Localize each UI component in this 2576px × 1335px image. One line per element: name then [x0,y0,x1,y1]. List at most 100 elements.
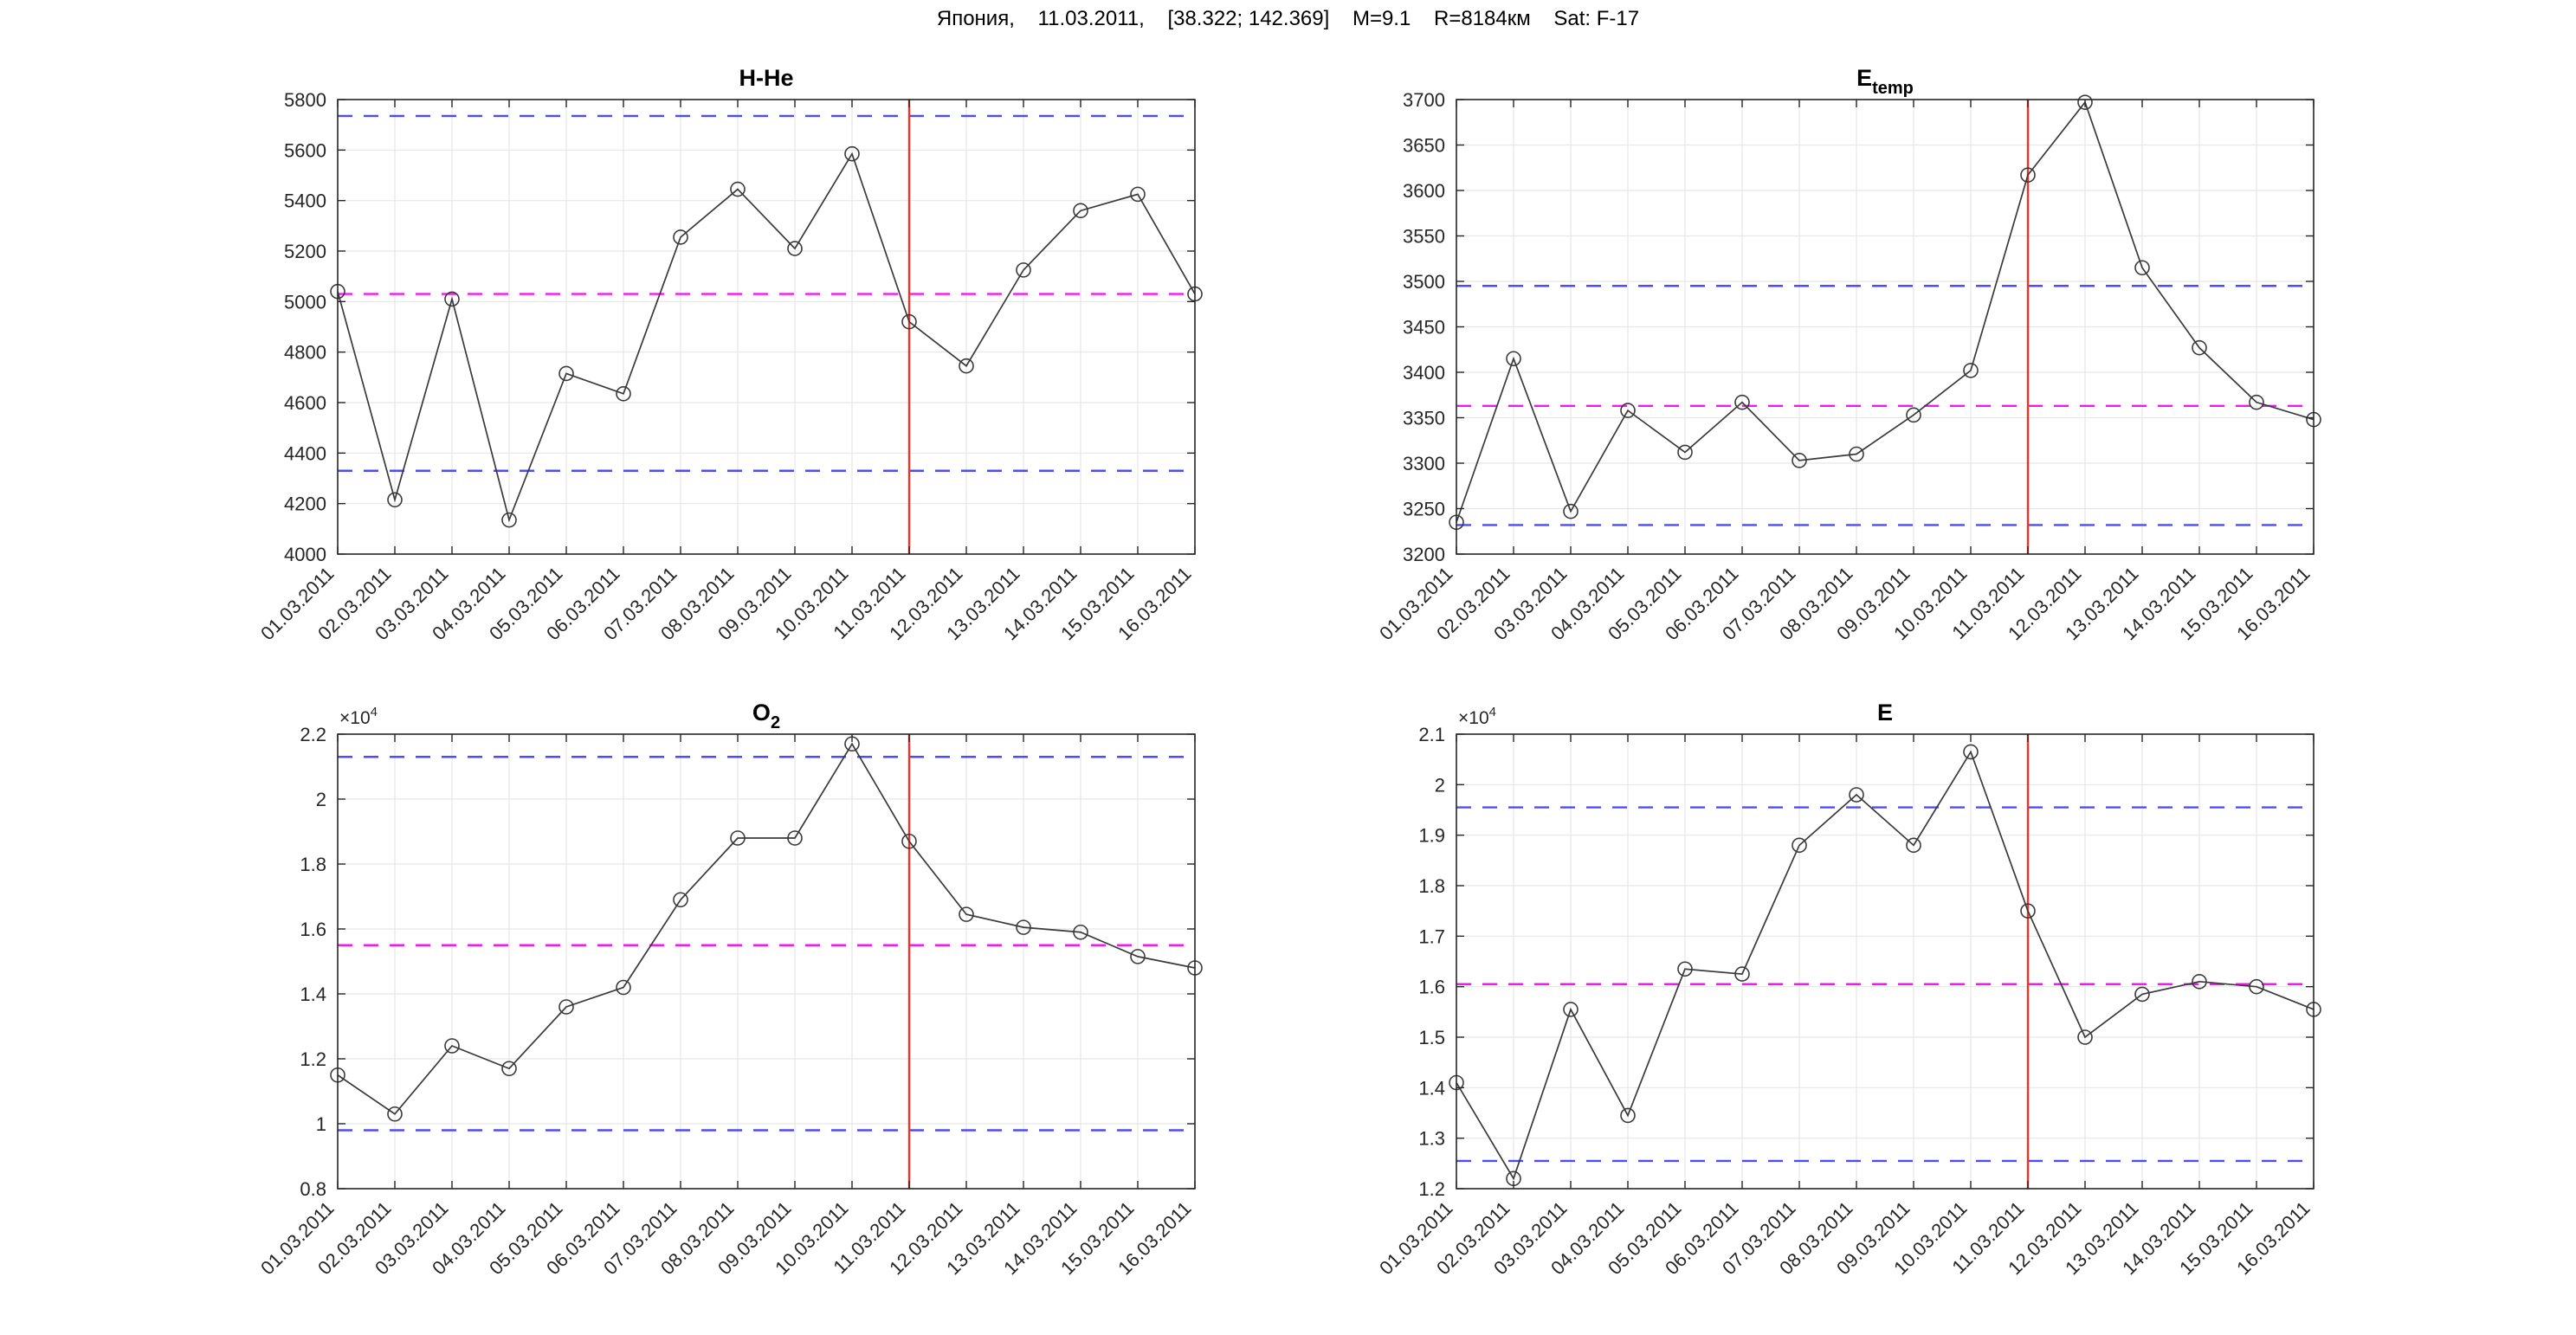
y-tick-label: 1.9 [1418,825,1445,847]
y-tick-label: 1.8 [1418,875,1445,897]
data-point [558,999,574,1015]
chart-canvas-e: 1.21.31.41.51.61.71.81.922.101.03.201102… [1375,700,2321,1279]
axis-exponent-label: ×104 [1458,705,1496,728]
data-point [1734,394,1750,410]
data-point [1677,961,1693,977]
data-point [1016,262,1031,278]
series-line [337,742,1196,1115]
data-point [901,313,917,330]
data-point [1130,186,1146,203]
data-point [2249,978,2264,995]
y-tick-label: 1.6 [1418,977,1445,998]
data-point [959,906,974,922]
y-tick-label: 4400 [284,442,326,464]
data-point [1130,949,1146,964]
data-point [2249,394,2264,410]
data-point [1963,744,1979,760]
chart-canvas-e_temp: 3200 3250 3300 3350 3400 3450 3500 3550 3600 3650… [1375,65,2321,644]
subplot-title: E [1877,700,1893,726]
data-point [2020,167,2036,183]
data-point [2192,339,2207,356]
y-tick-label: 2.1 [1418,724,1445,745]
y-tick-label: 3650 [1403,135,1445,157]
data-point [1677,444,1693,461]
data-point [2077,1029,2093,1045]
y-tick-label: 1.5 [1418,1027,1445,1048]
data-point [673,229,688,245]
data-point [1792,453,1807,468]
y-tick-label: 1.4 [300,984,326,1005]
data-point [444,291,460,307]
y-tick-label: 5800 [284,89,326,111]
data-point [2077,94,2093,110]
figure-title: Япония, 11.03.2011, [38.322; 142.369] M=… [936,7,1640,30]
y-tick-label: 2 [1435,774,1445,796]
series-line [1456,100,2315,523]
data-point [1906,407,1921,423]
series-line [1456,750,2315,1181]
data-point [387,492,403,508]
subplot-e: 1.2 1.3 1.4 1.5 1.6 1.7 1.8 1.9 2 2.1 01.03.2011 02… [1361,669,2392,1314]
data-point [1734,966,1750,982]
data-point [1563,1002,1579,1017]
data-point [501,512,517,528]
data-point [2020,903,2036,919]
y-tick-label: 0.8 [300,1178,326,1200]
axes-box [337,733,1196,1190]
y-tick-label: 1.2 [300,1048,326,1070]
data-point [501,1061,517,1077]
y-tick-label: 5200 [284,241,326,262]
data-point [387,1106,403,1122]
data-point [444,1038,460,1054]
subplot-title: O2 [752,700,780,732]
y-tick-label: 1.6 [300,919,326,940]
data-point [2134,986,2150,1003]
data-point [844,145,860,162]
data-point [959,358,974,374]
data-point [1620,403,1636,418]
y-tick-label: 3700 [1403,89,1445,111]
y-tick-label: 4600 [284,392,326,414]
y-tick-label: 5000 [284,291,326,313]
y-tick-label: 5400 [284,190,326,212]
data-point [1073,203,1088,219]
subplot-o2: 0.8 1 1.2 1.4 1.6 1.8 2 2.2 01.03.2011 02.03.2011… [242,669,1273,1314]
y-tick-label: 3400 [1403,362,1445,384]
subplot-title: Etemp [1856,65,1914,98]
y-tick-label: 1.7 [1418,925,1445,947]
data-point [901,833,917,849]
y-tick-label: 1.2 [1418,1178,1445,1200]
y-tick-label: 2 [316,789,326,810]
data-point [1563,503,1579,519]
y-tick-label: 3600 [1403,180,1445,202]
y-tick-label: 3500 [1403,271,1445,293]
subplot-h-he: 4000 4200 4400 4600 4800 5000 5200 5400 5600 5800… [242,35,1273,680]
axes-box [1456,733,2315,1190]
y-tick-label: 1.3 [1418,1128,1445,1150]
subplot-title: H-He [739,65,793,91]
data-point [1963,363,1979,378]
y-tick-label: 5600 [284,139,326,161]
y-tick-label: 4000 [284,544,326,565]
subplot-e-temp: 3200 3250 3300 3350 3400 3450 3500 3550 3600 3650… [1361,35,2392,680]
data-point [1849,446,1864,462]
y-tick-label: 3200 [1403,544,1445,565]
y-tick-label: 2.2 [300,724,326,745]
axis-exponent-label: ×104 [339,705,378,728]
y-tick-label: 4800 [284,342,326,364]
data-point [787,830,803,846]
data-point [1016,919,1031,935]
data-point [1620,1107,1636,1124]
y-tick-label: 3450 [1403,317,1445,339]
data-point [1506,351,1521,367]
data-point [787,241,803,256]
chart-canvas-h_he: 4000 4200 4400 4600 4800 5000 5200 5400 5600 5800… [256,65,1203,644]
data-point [673,892,688,908]
y-tick-label: 3250 [1403,499,1445,520]
y-tick-label: 3300 [1403,453,1445,474]
data-point [730,181,746,197]
y-tick-label: 1 [316,1113,326,1135]
series-line [337,152,1196,523]
y-tick-label: 4200 [284,493,326,515]
